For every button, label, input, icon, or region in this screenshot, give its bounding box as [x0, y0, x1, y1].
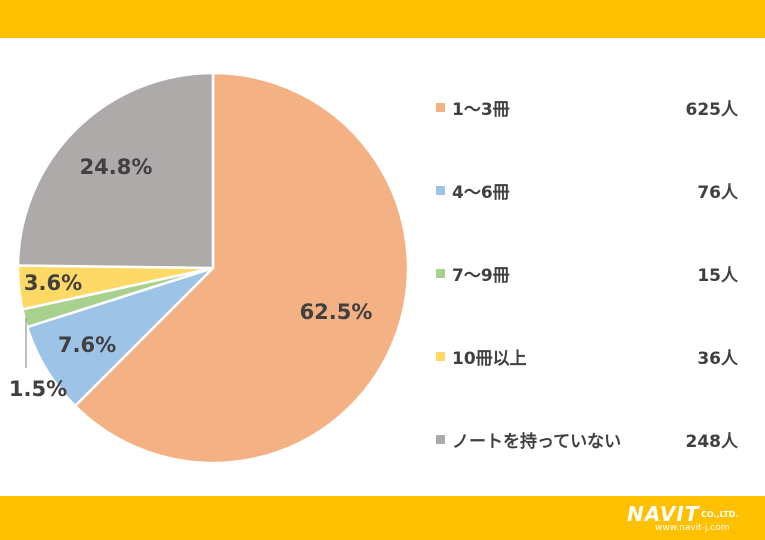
legend-swatch [436, 269, 445, 278]
slice-percent-label: 24.8% [80, 155, 153, 179]
company-logo: NAVIT CO.,LTD. www.navit-j.com [627, 502, 755, 536]
slice-percent-label: 62.5% [300, 300, 373, 324]
legend-count: 76人 [697, 183, 738, 203]
legend-count: 625人 [685, 100, 739, 120]
legend-count: 248人 [685, 432, 739, 452]
slice-percent-label: 1.5% [9, 377, 67, 401]
legend-item: 4〜6冊 76人 [432, 175, 742, 205]
pie-slice [73, 71, 410, 465]
legend-item: 10冊以上 36人 [432, 341, 742, 371]
legend-count: 36人 [697, 349, 738, 369]
legend-label: 4〜6冊 [452, 183, 510, 203]
pie-slice [25, 266, 215, 408]
legend-item: 1〜3冊 625人 [432, 92, 742, 122]
pie-slice [16, 71, 215, 270]
slice-percent-label: 3.6% [24, 271, 82, 295]
legend-item: ノートを持っていない 248人 [432, 424, 742, 454]
legend-swatch [436, 435, 445, 444]
top-band [0, 0, 765, 38]
legend-count: 15人 [697, 266, 738, 286]
legend-label: 1〜3冊 [452, 100, 510, 120]
logo-suffix: CO.,LTD. [701, 510, 739, 519]
legend-swatch [436, 352, 445, 361]
legend-label: 7〜9冊 [452, 266, 510, 286]
legend-item: 7〜9冊 15人 [432, 258, 742, 288]
legend-swatch [436, 186, 445, 195]
bottom-band [0, 496, 765, 540]
logo-url: www.navit-j.com [655, 523, 730, 533]
legend-swatch [436, 103, 445, 112]
logo-name: NAVIT [627, 502, 700, 526]
legend-label: ノートを持っていない [452, 432, 622, 452]
legend-label: 10冊以上 [452, 349, 527, 369]
slice-percent-label: 7.6% [58, 333, 116, 357]
